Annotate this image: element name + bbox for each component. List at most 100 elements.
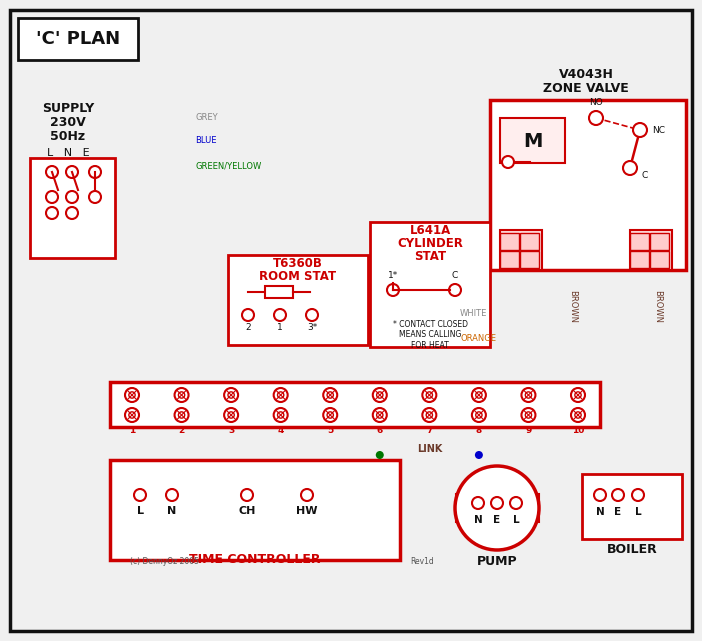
- Circle shape: [224, 408, 238, 422]
- Text: BROWN: BROWN: [569, 290, 578, 323]
- Circle shape: [472, 408, 486, 422]
- Bar: [228, 255, 368, 345]
- Text: (c) DennyOz 2005: (c) DennyOz 2005: [130, 557, 199, 566]
- Bar: [582, 474, 682, 539]
- Circle shape: [323, 388, 337, 402]
- Text: GREY: GREY: [195, 113, 218, 122]
- Circle shape: [476, 412, 482, 418]
- Text: 6: 6: [377, 426, 383, 435]
- Bar: [500, 118, 565, 163]
- Text: * CONTACT CLOSED
MEANS CALLING
FOR HEAT: * CONTACT CLOSED MEANS CALLING FOR HEAT: [392, 320, 468, 350]
- Text: LINK: LINK: [417, 444, 442, 454]
- Circle shape: [377, 392, 383, 398]
- Circle shape: [589, 111, 603, 125]
- Circle shape: [175, 388, 189, 402]
- Text: M: M: [523, 131, 543, 151]
- Circle shape: [502, 156, 514, 168]
- Text: TIME CONTROLLER: TIME CONTROLLER: [190, 553, 321, 566]
- Circle shape: [129, 392, 135, 398]
- Circle shape: [632, 489, 644, 501]
- Text: L: L: [635, 507, 642, 517]
- Bar: [527, 494, 539, 522]
- Circle shape: [575, 392, 581, 398]
- Circle shape: [522, 388, 536, 402]
- Text: 4: 4: [277, 426, 284, 435]
- Text: N: N: [595, 507, 604, 517]
- Bar: [456, 494, 468, 522]
- Circle shape: [228, 392, 234, 398]
- Text: BROWN: BROWN: [654, 290, 663, 323]
- Text: V4043H: V4043H: [559, 68, 614, 81]
- Circle shape: [623, 161, 637, 175]
- Text: WHITE: WHITE: [460, 309, 487, 318]
- Text: BOILER: BOILER: [607, 543, 657, 556]
- Circle shape: [571, 408, 585, 422]
- Bar: [110, 460, 400, 560]
- Text: ORANGE: ORANGE: [460, 334, 496, 343]
- Circle shape: [66, 207, 78, 219]
- Circle shape: [125, 408, 139, 422]
- Circle shape: [510, 497, 522, 509]
- Text: 10: 10: [572, 426, 584, 435]
- Text: L   N   E: L N E: [47, 148, 89, 158]
- Circle shape: [66, 166, 78, 178]
- Text: Rev1d: Rev1d: [410, 557, 434, 566]
- Text: C: C: [642, 171, 648, 179]
- Circle shape: [426, 412, 432, 418]
- Circle shape: [491, 497, 503, 509]
- Bar: [18, 18, 138, 60]
- Circle shape: [423, 388, 437, 402]
- Bar: [500, 233, 519, 250]
- Circle shape: [472, 497, 484, 509]
- Circle shape: [46, 207, 58, 219]
- Circle shape: [277, 392, 284, 398]
- Circle shape: [129, 412, 135, 418]
- Circle shape: [46, 166, 58, 178]
- Text: L: L: [512, 515, 519, 525]
- Circle shape: [178, 392, 185, 398]
- Circle shape: [224, 388, 238, 402]
- Text: BLUE: BLUE: [195, 136, 216, 145]
- Circle shape: [612, 489, 624, 501]
- Text: 50Hz: 50Hz: [51, 129, 86, 142]
- Text: PUMP: PUMP: [477, 555, 517, 568]
- Text: HW: HW: [296, 506, 318, 516]
- Circle shape: [472, 388, 486, 402]
- Bar: [520, 233, 539, 250]
- Circle shape: [301, 489, 313, 501]
- Text: 7: 7: [426, 426, 432, 435]
- Circle shape: [455, 466, 539, 550]
- Text: N: N: [167, 506, 177, 516]
- Circle shape: [387, 284, 399, 296]
- Text: CYLINDER: CYLINDER: [397, 237, 463, 250]
- Text: 3*: 3*: [307, 323, 317, 332]
- Bar: [630, 233, 649, 250]
- Bar: [490, 100, 686, 270]
- Text: 2: 2: [178, 426, 185, 435]
- Text: 9: 9: [525, 426, 531, 435]
- Circle shape: [423, 408, 437, 422]
- Circle shape: [46, 191, 58, 203]
- Text: CH: CH: [238, 506, 256, 516]
- Circle shape: [178, 412, 185, 418]
- Circle shape: [166, 489, 178, 501]
- Circle shape: [571, 388, 585, 402]
- Bar: [630, 251, 649, 268]
- Text: 1: 1: [129, 426, 135, 435]
- Circle shape: [125, 388, 139, 402]
- Bar: [500, 230, 542, 270]
- Circle shape: [89, 191, 101, 203]
- Circle shape: [475, 451, 483, 459]
- Circle shape: [274, 309, 286, 321]
- Circle shape: [274, 408, 288, 422]
- Circle shape: [373, 388, 387, 402]
- Circle shape: [228, 412, 234, 418]
- Circle shape: [594, 489, 606, 501]
- Text: L641A: L641A: [409, 224, 451, 237]
- Bar: [650, 233, 669, 250]
- Text: NC: NC: [652, 126, 665, 135]
- Text: 5: 5: [327, 426, 333, 435]
- Bar: [110, 382, 600, 427]
- Text: STAT: STAT: [414, 250, 446, 263]
- Circle shape: [241, 489, 253, 501]
